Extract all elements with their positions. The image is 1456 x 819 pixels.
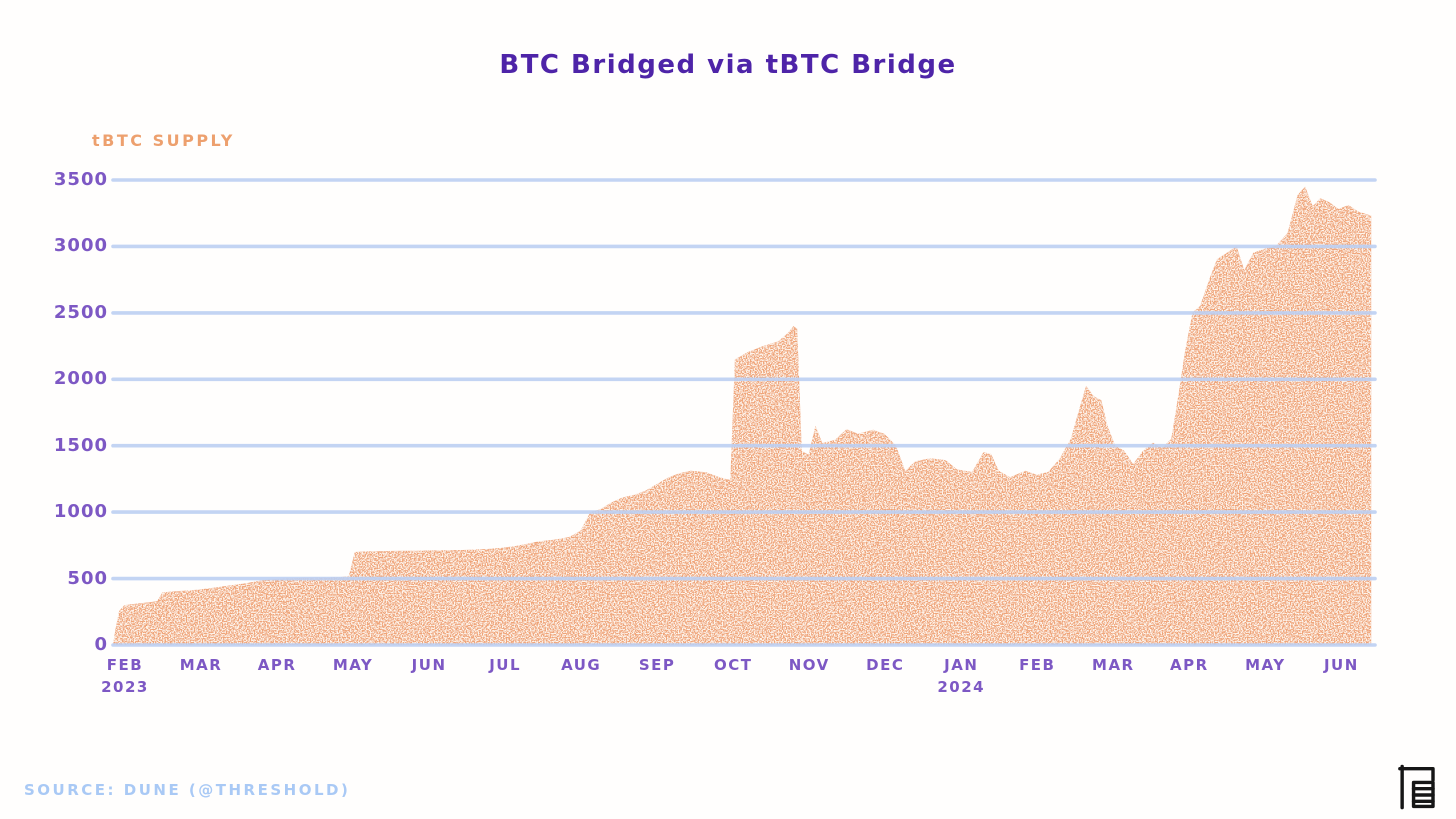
x-tick-label: JUN [411, 656, 447, 674]
x-tick-label: MAY [1245, 656, 1286, 674]
y-tick-label: 2000 [53, 368, 108, 390]
brand-logo-icon [1398, 764, 1435, 810]
x-tick-label: SEP [638, 656, 676, 674]
chart-title: BTC Bridged via tBTC Bridge [499, 50, 957, 80]
x-tick-label: AUG [561, 656, 602, 674]
x-tick-label: JUN [1323, 656, 1359, 674]
y-tick-label: 1500 [53, 434, 108, 456]
x-tick-label: FEB 2023 [101, 656, 149, 696]
plot-area [111, 178, 1377, 647]
y-axis-label: tBTC SUPPLY [92, 131, 235, 150]
x-tick-label: MAR [179, 656, 223, 674]
x-tick-label: MAY [332, 656, 374, 674]
y-tick-label: 3500 [53, 169, 108, 190]
x-tick-label: JUL [489, 656, 522, 674]
x-tick-label: APR [257, 656, 297, 674]
x-tick-label: OCT [713, 656, 753, 674]
area-chart [111, 178, 1377, 647]
source-credit: SOURCE: DUNE (@THRESHOLD) [24, 781, 351, 799]
x-tick-label: DEC [866, 656, 905, 674]
x-tick-label: NOV [788, 656, 830, 674]
supply-area-series [113, 186, 1372, 645]
y-tick-label: 3000 [53, 235, 108, 257]
x-tick-label: MAR [1092, 656, 1135, 674]
y-tick-label: 0 [94, 634, 108, 655]
x-tick-label: APR [1170, 656, 1209, 674]
y-tick-label: 1000 [53, 501, 108, 523]
y-tick-label: 2500 [53, 301, 108, 323]
x-tick-label: JAN 2024 [937, 656, 986, 696]
y-tick-label: 500 [67, 567, 108, 589]
x-tick-label: FEB [1019, 656, 1056, 674]
